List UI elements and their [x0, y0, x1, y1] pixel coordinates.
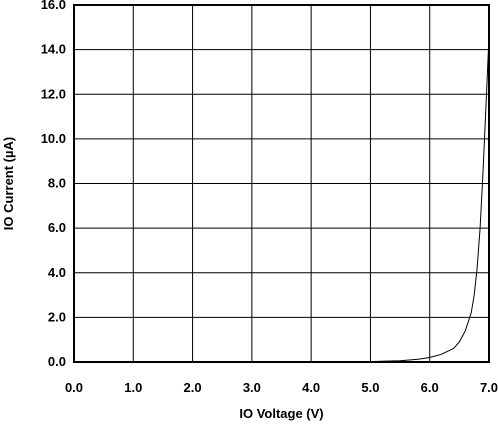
x-tick-label: 0.0 [65, 380, 83, 395]
y-axis-label: IO Current (µA) [1, 137, 16, 230]
y-tick-label: 0.0 [48, 354, 66, 369]
y-tick-label: 2.0 [48, 309, 66, 324]
x-tick-label: 1.0 [124, 380, 142, 395]
x-tick-label: 7.0 [480, 380, 498, 395]
y-tick-label: 12.0 [41, 86, 66, 101]
y-tick-label: 16.0 [41, 0, 66, 12]
grid [73, 4, 490, 363]
y-tick-label: 6.0 [48, 220, 66, 235]
x-tick-label: 5.0 [361, 380, 379, 395]
x-axis-label: IO Voltage (V) [239, 406, 323, 421]
x-tick-label: 2.0 [184, 380, 202, 395]
x-tick-label: 6.0 [421, 380, 439, 395]
y-axis-ticks: 0.0 2.0 4.0 6.0 8.0 10.0 12.0 14.0 16.0 [41, 0, 66, 369]
y-tick-label: 14.0 [41, 42, 66, 57]
series-layer [74, 36, 490, 363]
x-tick-label: 4.0 [302, 380, 320, 395]
y-tick-label: 4.0 [48, 265, 66, 280]
series-line [74, 36, 490, 363]
y-tick-label: 10.0 [41, 131, 66, 146]
x-tick-label: 3.0 [243, 380, 261, 395]
x-axis-ticks: 0.0 1.0 2.0 3.0 4.0 5.0 6.0 7.0 [65, 380, 498, 395]
y-tick-label: 8.0 [48, 176, 66, 191]
